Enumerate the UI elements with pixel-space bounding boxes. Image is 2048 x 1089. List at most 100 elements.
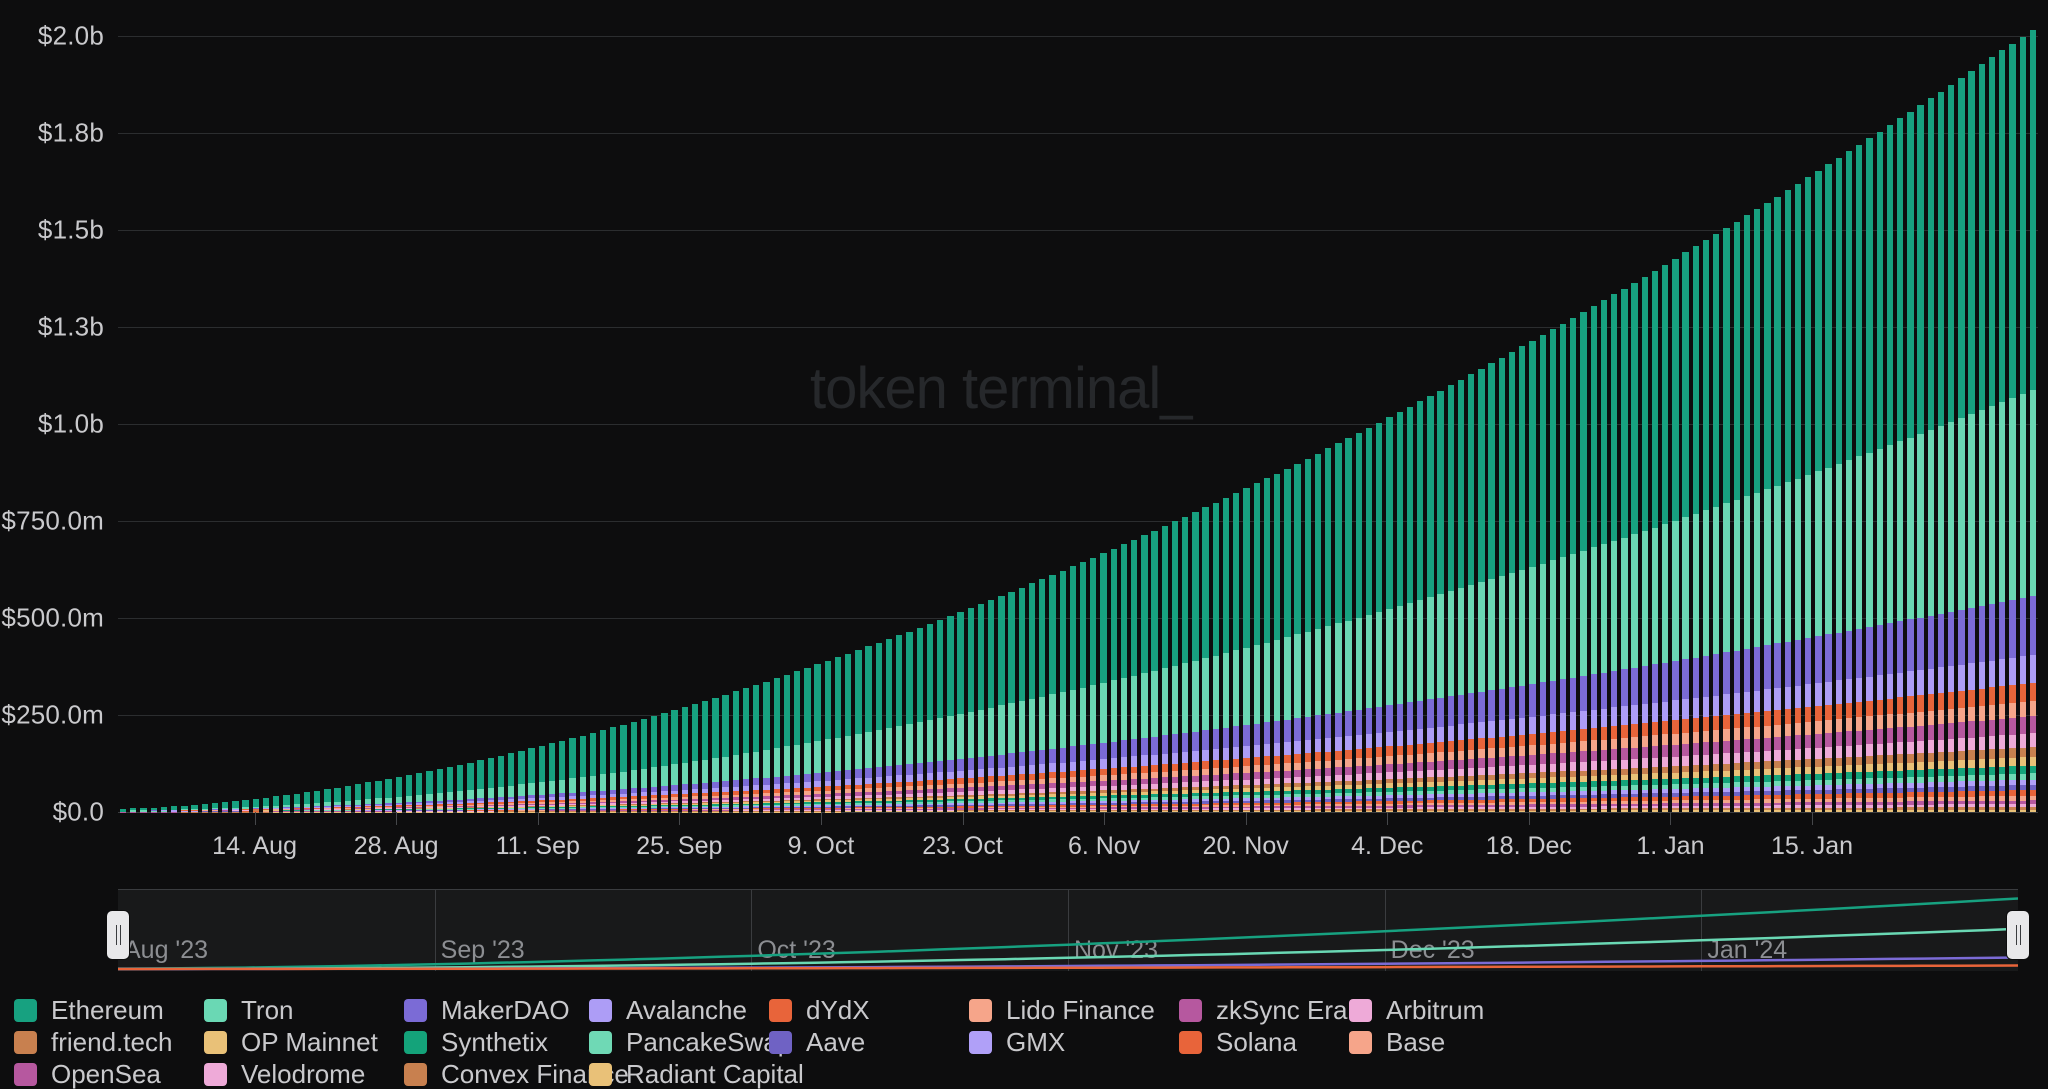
bar-column[interactable] xyxy=(181,805,188,812)
bar-column[interactable] xyxy=(1927,98,1934,812)
bar-column[interactable] xyxy=(1090,557,1097,812)
bar-column[interactable] xyxy=(130,808,137,812)
bar-column[interactable] xyxy=(1069,566,1077,812)
bar-column[interactable] xyxy=(1131,539,1138,812)
bar-column[interactable] xyxy=(671,710,678,812)
bar-column[interactable] xyxy=(395,776,402,812)
bar-column[interactable] xyxy=(1161,526,1168,812)
bar-column[interactable] xyxy=(1386,417,1393,812)
bar-column[interactable] xyxy=(150,807,157,812)
bar-column[interactable] xyxy=(1774,196,1781,812)
bar-column[interactable] xyxy=(1988,57,1996,812)
bar-column[interactable] xyxy=(630,721,637,812)
range-selector[interactable]: Aug '23 Sep '23 Oct '23 Nov '23 Dec '23 Jan '… xyxy=(107,889,2029,971)
bar-column[interactable] xyxy=(753,684,760,812)
bar-column[interactable] xyxy=(783,674,791,812)
bar-column[interactable] xyxy=(1590,306,1597,812)
bar-column[interactable] xyxy=(1447,385,1454,812)
bar-column[interactable] xyxy=(334,787,341,812)
bar-column[interactable] xyxy=(1856,144,1863,812)
bar-column[interactable] xyxy=(1273,473,1281,812)
bar-column[interactable] xyxy=(1519,346,1526,812)
bar-column[interactable] xyxy=(804,667,811,812)
bar-column[interactable] xyxy=(845,653,852,812)
bar-column[interactable] xyxy=(998,595,1005,812)
bar-column[interactable] xyxy=(508,753,515,812)
bar-column[interactable] xyxy=(2029,29,2037,812)
bar-column[interactable] xyxy=(538,745,545,812)
bar-column[interactable] xyxy=(1498,357,1505,812)
bar-column[interactable] xyxy=(1723,227,1730,812)
legend-item-convex-finance[interactable]: Convex Finance xyxy=(404,1059,629,1089)
legend-item-op-mainnet[interactable]: OP Mainnet xyxy=(204,1027,404,1057)
range-handle-right[interactable] xyxy=(2007,911,2029,959)
bar-column[interactable] xyxy=(222,802,229,812)
bar-column[interactable] xyxy=(1059,570,1066,812)
bar-column[interactable] xyxy=(303,792,311,812)
bar-column[interactable] xyxy=(1151,530,1158,812)
bar-column[interactable] xyxy=(436,768,443,812)
bar-column[interactable] xyxy=(252,798,260,812)
bar-column[interactable] xyxy=(896,635,903,812)
legend-item-dydx[interactable]: dYdX xyxy=(769,995,969,1025)
bar-column[interactable] xyxy=(702,700,709,812)
bar-column[interactable] xyxy=(722,694,729,812)
bar-column[interactable] xyxy=(1835,157,1842,812)
bar-column[interactable] xyxy=(793,671,801,812)
bar-column[interactable] xyxy=(661,713,668,812)
bar-column[interactable] xyxy=(1253,483,1260,812)
bar-column[interactable] xyxy=(273,796,280,812)
bar-column[interactable] xyxy=(456,764,464,812)
bar-column[interactable] xyxy=(1713,234,1720,812)
bar-column[interactable] xyxy=(1202,507,1209,812)
bar-column[interactable] xyxy=(885,639,893,812)
bar-column[interactable] xyxy=(1243,488,1250,812)
bar-column[interactable] xyxy=(1478,368,1485,812)
bar-column[interactable] xyxy=(426,771,433,812)
bar-column[interactable] xyxy=(1100,553,1107,812)
bar-column[interactable] xyxy=(1672,258,1679,812)
bar-column[interactable] xyxy=(405,775,413,812)
bar-column[interactable] xyxy=(1815,170,1822,812)
bar-column[interactable] xyxy=(742,688,750,812)
legend-item-ethereum[interactable]: Ethereum xyxy=(14,995,204,1025)
bar-column[interactable] xyxy=(1376,422,1383,812)
bar-column[interactable] xyxy=(1049,574,1056,812)
bar-column[interactable] xyxy=(1764,202,1771,812)
bar-column[interactable] xyxy=(1621,288,1628,812)
bar-column[interactable] xyxy=(1468,374,1475,812)
bar-column[interactable] xyxy=(855,650,862,812)
bar-column[interactable] xyxy=(957,612,964,812)
bar-column[interactable] xyxy=(1876,131,1883,812)
bar-column[interactable] xyxy=(1733,221,1740,812)
bar-column[interactable] xyxy=(1570,317,1577,812)
bar-column[interactable] xyxy=(242,800,249,812)
bar-column[interactable] xyxy=(640,718,648,812)
bar-column[interactable] xyxy=(1784,190,1791,812)
bar-column[interactable] xyxy=(589,732,597,812)
legend-item-base[interactable]: Base xyxy=(1349,1027,1519,1057)
bar-column[interactable] xyxy=(1508,351,1516,812)
bar-column[interactable] xyxy=(1110,548,1117,812)
bar-column[interactable] xyxy=(385,778,392,812)
bar-column[interactable] xyxy=(906,631,913,812)
legend-item-radiant-capital[interactable]: Radiant Capital xyxy=(589,1059,804,1089)
bar-column[interactable] xyxy=(1325,448,1332,812)
bar-column[interactable] xyxy=(467,762,474,812)
bar-column[interactable] xyxy=(1488,363,1495,812)
bar-column[interactable] xyxy=(732,691,740,812)
bar-column[interactable] xyxy=(1233,493,1240,812)
bar-column[interactable] xyxy=(1427,396,1434,812)
bar-column[interactable] xyxy=(1079,561,1087,812)
bar-column[interactable] xyxy=(1182,516,1189,812)
bar-column[interactable] xyxy=(262,797,270,812)
bar-column[interactable] xyxy=(1702,240,1710,812)
legend-item-zksync-era[interactable]: zkSync Era xyxy=(1179,995,1349,1025)
legend-item-tron[interactable]: Tron xyxy=(204,995,404,1025)
bar-column[interactable] xyxy=(1641,276,1648,812)
bar-column[interactable] xyxy=(1355,432,1362,812)
bar-column[interactable] xyxy=(375,780,382,812)
bar-column[interactable] xyxy=(211,803,219,812)
bar-column[interactable] xyxy=(988,600,995,812)
bar-column[interactable] xyxy=(1580,311,1587,812)
